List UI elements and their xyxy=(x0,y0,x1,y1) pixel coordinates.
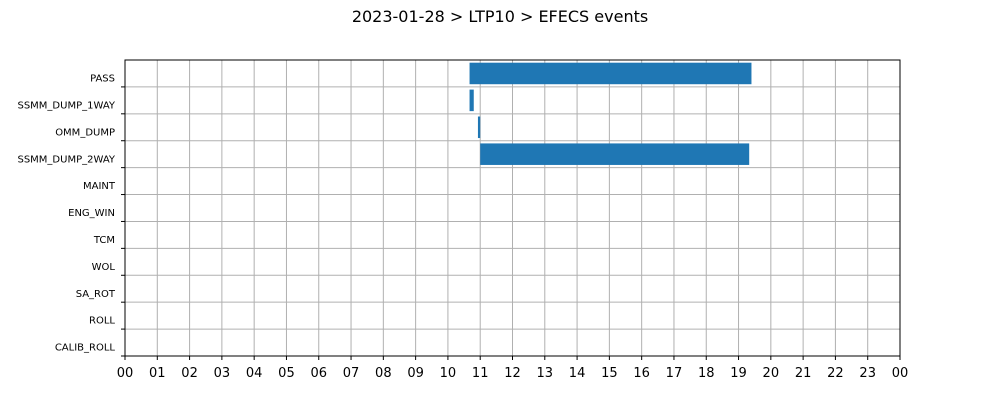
event-bar-omm-dump xyxy=(477,116,481,139)
x-tick-label: 14 xyxy=(569,366,586,381)
y-tick-label: TCM xyxy=(93,235,115,246)
x-tick-label: 00 xyxy=(117,366,134,381)
y-tick-label: OMM_DUMP xyxy=(55,127,115,138)
x-tick-label: 13 xyxy=(537,366,554,381)
x-tick-label: 05 xyxy=(278,366,295,381)
event-bar-ssmm-dump-2way xyxy=(480,143,750,165)
y-tick-label: ROLL xyxy=(89,316,115,327)
y-tick-label: SA_ROT xyxy=(76,289,116,300)
y-tick-label: SSMM_DUMP_2WAY xyxy=(17,154,115,165)
x-tick-label: 21 xyxy=(795,366,812,381)
x-tick-label: 23 xyxy=(859,366,876,381)
x-tick-label: 09 xyxy=(407,366,424,381)
x-tick-label: 04 xyxy=(246,366,263,381)
x-tick-label: 20 xyxy=(763,366,780,381)
grid xyxy=(124,60,901,357)
x-tick-label: 10 xyxy=(440,366,457,381)
x-tick-label: 22 xyxy=(827,366,844,381)
event-bar-pass xyxy=(469,62,752,85)
x-tick-label: 01 xyxy=(149,366,166,381)
y-tick-label: SSMM_DUMP_1WAY xyxy=(17,100,115,111)
x-tick-label: 00 xyxy=(892,366,909,381)
x-tick-label: 19 xyxy=(730,366,747,381)
x-tick-label: 03 xyxy=(214,366,231,381)
y-tick-label: MAINT xyxy=(83,181,116,192)
x-tick-label: 06 xyxy=(310,366,327,381)
y-tick-label: WOL xyxy=(92,262,116,273)
x-tick-label: 08 xyxy=(375,366,392,381)
plot-frame xyxy=(124,59,901,357)
chart-title: 2023-01-28 > LTP10 > EFECS events xyxy=(352,7,648,26)
x-tick-label: 11 xyxy=(472,366,489,381)
y-tick-label: CALIB_ROLL xyxy=(55,343,116,354)
x-tick-label: 02 xyxy=(181,366,198,381)
y-tick-label: ENG_WIN xyxy=(68,208,115,219)
x-tick-label: 18 xyxy=(698,366,715,381)
event-bar-ssmm-dump-1way xyxy=(469,89,474,112)
x-tick-label: 07 xyxy=(343,366,360,381)
event-bars xyxy=(469,62,752,165)
axes: 00 01 02 03 04 05 06 07 08 09 10 11 12 13 14 15 16 17 18 19… xyxy=(17,74,908,381)
x-tick-label: 16 xyxy=(633,366,650,381)
x-tick-label: 15 xyxy=(601,366,618,381)
y-tick-label: PASS xyxy=(90,74,115,85)
x-tick-label: 17 xyxy=(666,366,683,381)
x-tick-label: 12 xyxy=(504,366,521,381)
